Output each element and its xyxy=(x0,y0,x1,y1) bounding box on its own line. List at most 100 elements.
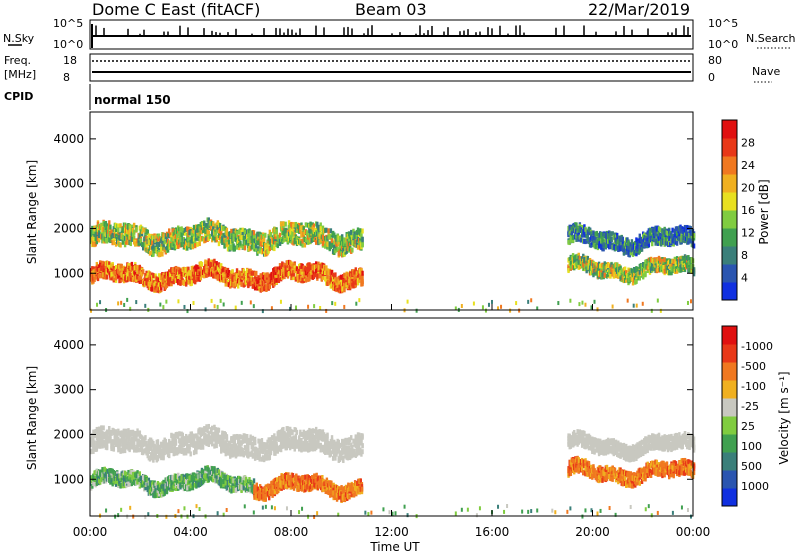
scatter-cell xyxy=(621,240,625,246)
scatter-cell xyxy=(241,227,244,233)
scatter-cell xyxy=(204,232,207,238)
ground-scatter-cell xyxy=(632,303,635,308)
scatter-cell xyxy=(217,427,221,433)
nave-tick-bottom: 0 xyxy=(708,71,715,84)
scatter-cell xyxy=(139,274,143,280)
ground-scatter-cell xyxy=(177,299,180,304)
scatter-cell xyxy=(212,221,215,227)
scatter-cell xyxy=(177,433,180,439)
scatter-cell xyxy=(227,269,231,275)
scatter-cell xyxy=(292,226,295,232)
scatter-cell xyxy=(169,272,172,278)
scatter-cell xyxy=(173,444,177,450)
y-tick-label: 1000 xyxy=(53,266,84,280)
scatter-cell xyxy=(103,434,106,440)
scatter-cell xyxy=(291,233,294,239)
scatter-cell xyxy=(284,265,287,271)
scatter-cell xyxy=(241,231,244,237)
scatter-cell xyxy=(156,236,160,242)
scatter-cell xyxy=(600,231,603,237)
scatter-cell xyxy=(145,440,148,446)
scatter-cell xyxy=(220,448,223,454)
ground-scatter-cell xyxy=(557,301,560,306)
colorbar-swatch xyxy=(722,210,737,229)
scatter-cell xyxy=(147,281,151,287)
scatter-cell xyxy=(186,245,189,251)
cpid-panel: CPID normal 150 xyxy=(4,84,171,110)
scatter-cell xyxy=(112,430,116,436)
scatter-cell xyxy=(356,273,360,279)
freq-label: Freq. xyxy=(4,54,31,67)
scatter-cell xyxy=(603,272,606,278)
scatter-cell xyxy=(200,427,204,433)
scatter-cell xyxy=(321,274,325,280)
scatter-cell xyxy=(125,438,128,444)
scatter-cell xyxy=(220,230,223,236)
scatter-cell xyxy=(103,228,106,234)
scatter-cell xyxy=(223,243,226,249)
scatter-cell xyxy=(295,236,299,242)
ground-scatter-cell xyxy=(611,304,614,309)
scatter-cell xyxy=(174,440,178,446)
scatter-cell xyxy=(213,443,216,449)
ground-scatter-cell xyxy=(596,307,599,312)
ground-scatter-cell xyxy=(334,301,337,306)
scatter-cell xyxy=(157,273,161,279)
scatter-cell xyxy=(239,240,242,246)
scatter-cell xyxy=(180,232,183,238)
scatter-cell xyxy=(301,238,304,244)
scatter-cell xyxy=(314,239,318,245)
scatter-cell xyxy=(108,220,111,226)
scatter-cell xyxy=(221,236,224,242)
ground-scatter-cell xyxy=(406,299,409,304)
scatter-cell xyxy=(207,442,210,448)
ground-scatter-cell xyxy=(460,303,463,308)
scatter-cell xyxy=(196,435,199,441)
scatter-cell xyxy=(96,435,100,441)
scatter-cell xyxy=(128,436,131,442)
scatter-cell xyxy=(675,240,679,246)
ground-scatter-cell xyxy=(249,300,252,305)
scatter-cell xyxy=(179,268,182,274)
scatter-cell xyxy=(247,242,250,248)
scatter-cell xyxy=(138,430,142,436)
scatter-cell xyxy=(142,269,145,275)
scatter-cell xyxy=(333,244,336,250)
scatter-cell xyxy=(214,433,217,439)
scatter-cell xyxy=(634,240,637,246)
scatter-cell xyxy=(168,228,171,234)
scatter-cell xyxy=(325,227,328,233)
scatter-cell xyxy=(121,448,125,454)
scatter-cell xyxy=(361,278,364,284)
scatter-cell xyxy=(142,227,145,233)
scatter-cell xyxy=(229,441,232,447)
scatter-cell xyxy=(625,242,628,248)
scatter-cell xyxy=(599,269,602,275)
scatter-cell xyxy=(301,269,304,275)
nsearch-tick-top: 10^5 xyxy=(708,17,738,30)
scatter-cell xyxy=(196,276,199,282)
scatter-cell xyxy=(101,436,104,442)
scatter-cell xyxy=(359,237,362,243)
scatter-cell xyxy=(279,221,283,227)
ground-scatter-cell xyxy=(584,302,587,307)
ground-scatter-cell xyxy=(126,297,129,302)
scatter-cell xyxy=(648,261,652,267)
scatter-cell xyxy=(348,242,352,248)
scatter-cell xyxy=(233,246,236,252)
scatter-cell xyxy=(163,239,166,245)
scatter-cell xyxy=(255,243,258,249)
scatter-cell xyxy=(187,266,190,272)
scatter-cell xyxy=(224,281,227,287)
scatter-cell xyxy=(222,437,225,443)
ground-scatter-cell xyxy=(593,299,596,304)
ground-scatter-cell xyxy=(117,301,120,306)
scatter-cell xyxy=(567,264,570,270)
ground-scatter-cell xyxy=(343,304,346,309)
ground-scatter-cell xyxy=(487,302,490,307)
scatter-cell xyxy=(96,276,100,282)
scatter-cell xyxy=(337,241,341,247)
scatter-cell xyxy=(313,271,317,277)
scatter-cell xyxy=(317,224,320,230)
scatter-cell xyxy=(216,271,220,277)
